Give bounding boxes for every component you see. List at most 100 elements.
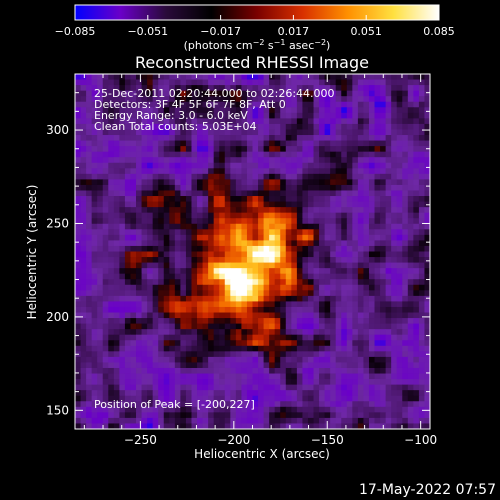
heatmap-cell bbox=[202, 74, 209, 80]
heatmap-cell bbox=[374, 295, 381, 302]
heatmap-cell bbox=[269, 384, 276, 391]
heatmap-cell bbox=[319, 96, 326, 103]
heatmap-cell bbox=[418, 390, 425, 397]
heatmap-cell bbox=[219, 257, 226, 263]
heatmap-cell bbox=[213, 85, 220, 92]
heatmap-cell bbox=[252, 129, 259, 136]
heatmap-cell bbox=[185, 301, 192, 308]
heatmap-cell bbox=[291, 201, 298, 208]
heatmap-cell bbox=[163, 190, 170, 197]
heatmap-cell bbox=[346, 323, 353, 330]
heatmap-cell bbox=[368, 123, 375, 130]
heatmap-cell bbox=[407, 257, 414, 263]
heatmap-cell bbox=[396, 146, 403, 153]
heatmap-cell bbox=[330, 373, 337, 380]
heatmap-cell bbox=[235, 79, 242, 86]
heatmap-cell bbox=[80, 417, 87, 424]
heatmap-cell bbox=[80, 162, 87, 169]
heatmap-cell bbox=[363, 334, 370, 341]
heatmap-cell bbox=[413, 340, 420, 347]
heatmap-cell bbox=[407, 406, 414, 413]
heatmap-cell bbox=[368, 112, 375, 119]
heatmap-cell bbox=[246, 118, 253, 125]
heatmap-cell bbox=[230, 423, 237, 429]
heatmap-cell bbox=[391, 401, 398, 408]
heatmap-cell bbox=[230, 406, 237, 413]
heatmap-cell bbox=[346, 251, 353, 258]
heatmap-cell bbox=[213, 240, 220, 247]
heatmap-cell bbox=[335, 262, 342, 269]
heatmap-cell bbox=[280, 229, 287, 236]
heatmap-cell bbox=[302, 423, 309, 429]
heatmap-cell bbox=[380, 245, 387, 252]
heatmap-cell bbox=[163, 251, 170, 258]
heatmap-cell bbox=[269, 201, 276, 208]
heatmap-cell bbox=[313, 345, 320, 352]
heatmap-cell bbox=[302, 85, 309, 92]
heatmap-cell bbox=[213, 423, 220, 429]
heatmap-cell bbox=[219, 345, 226, 352]
heatmap-cell bbox=[241, 179, 248, 186]
heatmap-cell bbox=[285, 379, 292, 386]
heatmap-cell bbox=[235, 173, 242, 180]
heatmap-cell bbox=[291, 85, 298, 92]
heatmap-cell bbox=[97, 340, 104, 347]
heatmap-cell bbox=[158, 251, 165, 258]
heatmap-cell bbox=[424, 312, 430, 319]
heatmap-cell bbox=[152, 157, 159, 164]
heatmap-cell bbox=[230, 79, 237, 86]
heatmap-cell bbox=[280, 140, 287, 147]
heatmap-cell bbox=[413, 262, 420, 269]
heatmap-cell bbox=[169, 90, 176, 97]
heatmap-cell bbox=[102, 234, 109, 241]
heatmap-cell bbox=[191, 401, 198, 408]
heatmap-cell bbox=[97, 101, 104, 108]
heatmap-cell bbox=[368, 390, 375, 397]
heatmap-cell bbox=[391, 223, 398, 230]
heatmap-cell bbox=[396, 318, 403, 325]
heatmap-cell bbox=[75, 218, 81, 225]
heatmap-cell bbox=[119, 379, 126, 386]
heatmap-cell bbox=[302, 306, 309, 313]
heatmap-cell bbox=[424, 90, 430, 97]
heatmap-cell bbox=[324, 234, 331, 241]
heatmap-cell bbox=[86, 329, 93, 336]
heatmap-cell bbox=[402, 173, 409, 180]
heatmap-cell bbox=[86, 151, 93, 158]
heatmap-cell bbox=[407, 96, 414, 103]
heatmap-cell bbox=[246, 218, 253, 225]
heatmap-cell bbox=[363, 184, 370, 191]
heatmap-cell bbox=[158, 212, 165, 219]
heatmap-cell bbox=[307, 190, 314, 197]
heatmap-cell bbox=[202, 345, 209, 352]
heatmap-cell bbox=[319, 157, 326, 164]
heatmap-cell bbox=[246, 101, 253, 108]
heatmap-cell bbox=[424, 96, 430, 103]
heatmap-cell bbox=[324, 240, 331, 247]
heatmap-cell bbox=[130, 179, 137, 186]
heatmap-cell bbox=[263, 306, 270, 313]
heatmap-cell bbox=[246, 74, 253, 80]
heatmap-cell bbox=[246, 340, 253, 347]
heatmap-cell bbox=[208, 412, 215, 419]
heatmap-cell bbox=[152, 229, 159, 236]
heatmap-cell bbox=[418, 301, 425, 308]
heatmap-cell bbox=[330, 184, 337, 191]
heatmap-cell bbox=[313, 201, 320, 208]
heatmap-cell bbox=[368, 312, 375, 319]
heatmap-cell bbox=[208, 223, 215, 230]
heatmap-cell bbox=[86, 135, 93, 141]
heatmap-cell bbox=[136, 146, 142, 153]
heatmap-cell bbox=[418, 140, 425, 147]
heatmap-cell bbox=[141, 79, 148, 86]
heatmap-cell bbox=[335, 123, 342, 130]
heatmap-cell bbox=[374, 140, 381, 147]
heatmap-cell bbox=[341, 417, 348, 424]
heatmap-cell bbox=[136, 345, 142, 352]
heatmap-cell bbox=[346, 356, 353, 363]
heatmap-cell bbox=[274, 240, 281, 247]
heatmap-cell bbox=[97, 345, 104, 352]
heatmap-cell bbox=[374, 351, 381, 358]
heatmap-cell bbox=[352, 135, 359, 141]
heatmap-cell bbox=[191, 373, 198, 380]
